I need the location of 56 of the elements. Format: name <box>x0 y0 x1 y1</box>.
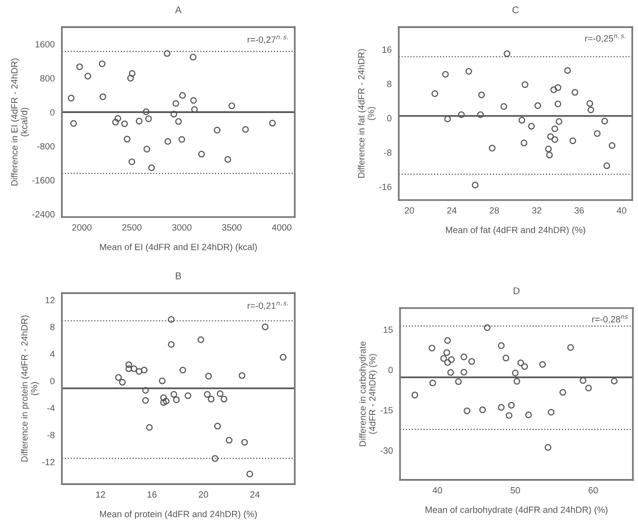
y-axis-title: Difference in fat (4dFR - 24hDR) (%) <box>358 49 376 178</box>
x-tick-label: 2500 <box>122 224 142 231</box>
y-tick-label: -15 <box>380 407 393 414</box>
y-axis-title: Difference in EI (4dFR - 24hDR) (kcal/d) <box>10 58 30 186</box>
annotation: r=-0,28$^{ns}$ <box>592 315 628 324</box>
y-tick-label: 8 <box>387 80 392 88</box>
x-tick-label: 2000 <box>72 224 92 231</box>
annotation: r=-0,21$^{n.s.}$ <box>248 302 288 310</box>
y-axis-title: Difference in carbohydrate (4dFR - 24hDR) (%) <box>359 341 378 446</box>
y-tick-label: -1600 <box>32 177 55 184</box>
y-tick-label: 12 <box>46 296 54 304</box>
x-tick-label: 32 <box>532 207 542 214</box>
x-axis-title: Mean of protein (4dFR and 24hDR) (%) <box>100 510 257 520</box>
chart-title: C <box>512 6 519 14</box>
y-tick-label: -4 <box>47 404 55 412</box>
annotation: r=-0,25$^{n.s.}$ <box>585 34 626 43</box>
x-tick-label: 3000 <box>172 224 192 231</box>
x-tick-label: 24 <box>250 491 260 498</box>
chart-title: D <box>514 287 520 294</box>
y-tick-label: 0 <box>50 109 55 116</box>
x-tick-label: 20 <box>198 491 208 498</box>
x-tick-label: 12 <box>96 491 106 498</box>
x-tick-label: 20 <box>404 207 414 214</box>
chart-title: A <box>175 6 182 14</box>
y-tick-label: -800 <box>37 143 55 150</box>
y-tick-label: -2400 <box>32 211 55 218</box>
x-tick-label: 36 <box>574 207 584 214</box>
y-tick-label: -12 <box>42 458 54 466</box>
x-tick-label: 3500 <box>222 224 242 231</box>
y-tick-label: 15 <box>384 326 393 333</box>
x-tick-label: 24 <box>447 207 457 214</box>
y-tick-label: 800 <box>40 75 55 82</box>
x-tick-label: 40 <box>616 207 626 214</box>
y-axis-title: Difference in protein (4dFR - 24hDR) (%) <box>20 316 40 462</box>
y-tick-label: 0 <box>50 378 55 384</box>
x-axis-title: Mean of fat (4dFR and 24hDR) (%) <box>446 226 586 235</box>
y-tick-label: 0 <box>388 366 393 374</box>
x-axis-title: Mean of EI (4dFR and EI 24hDR) (kcal) <box>100 244 257 252</box>
x-tick-label: 28 <box>490 207 499 214</box>
y-tick-label: -16 <box>379 184 392 190</box>
x-tick-label: 16 <box>148 491 157 498</box>
chart-title: B <box>176 272 182 280</box>
y-tick-label: -30 <box>380 447 393 454</box>
annotation: r=-0,27$^{n.s.}$ <box>248 36 288 44</box>
y-tick-label: 0 <box>387 115 392 122</box>
x-axis-title: Mean of carbohydrate (4dFR and 24hDR) (%) <box>426 506 608 515</box>
x-tick-label: 40 <box>432 487 442 494</box>
y-tick-label: 16 <box>382 46 392 53</box>
y-tick-label: 1600 <box>36 41 55 48</box>
x-tick-label: 60 <box>588 487 598 494</box>
y-tick-label: 4 <box>50 350 55 358</box>
y-tick-label: -8 <box>384 149 392 156</box>
x-tick-label: 4000 <box>272 224 292 231</box>
x-tick-label: 50 <box>510 487 520 494</box>
y-tick-label: -8 <box>47 432 55 438</box>
y-tick-label: 8 <box>50 324 55 330</box>
